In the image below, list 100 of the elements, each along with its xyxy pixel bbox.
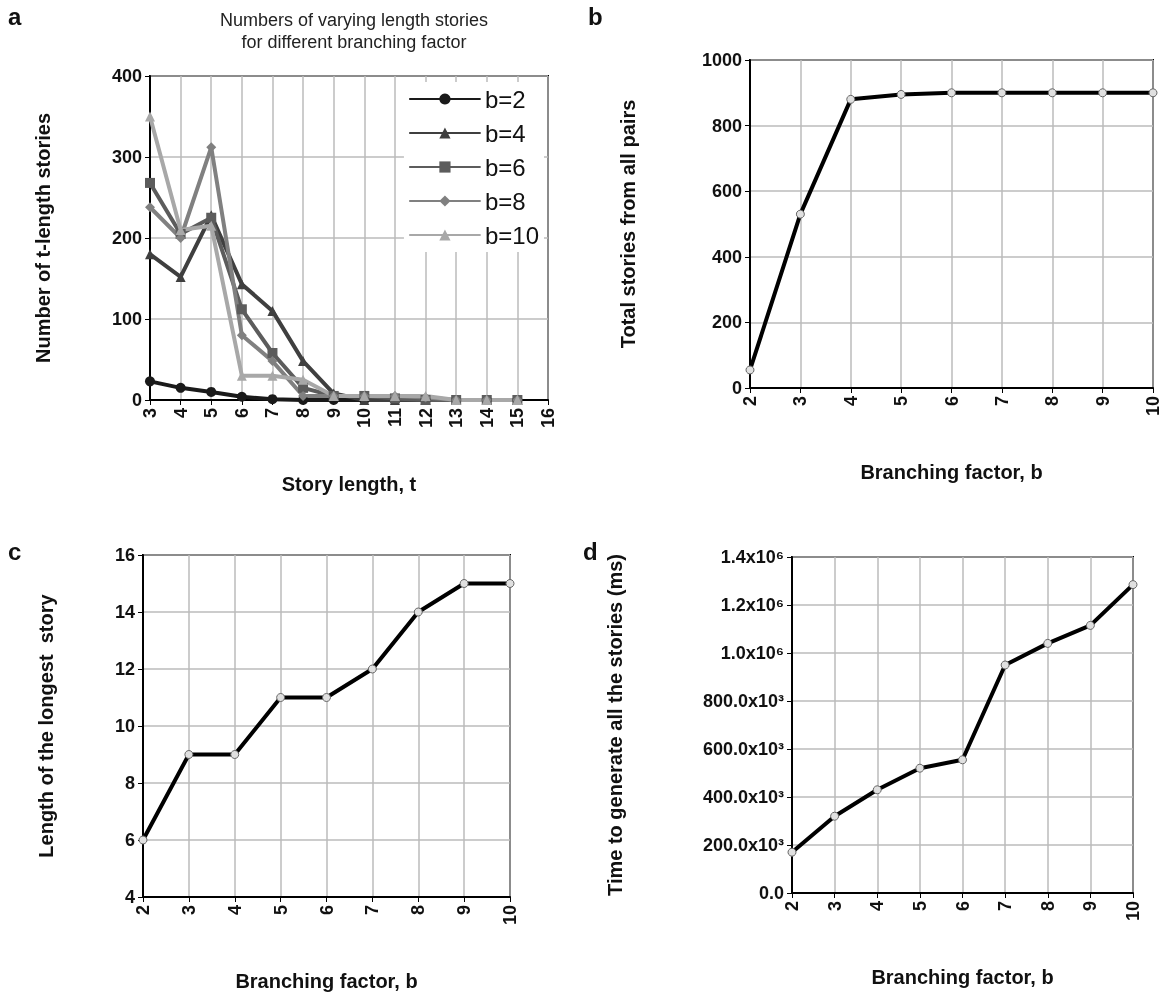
y-tick-label: 100 (111, 309, 142, 329)
y-tick-label: 6 (124, 830, 135, 850)
x-tick-label: 4 (224, 905, 245, 916)
y-tick-label: 1.4x10⁶ (720, 547, 784, 567)
x-tick-label: 4 (867, 901, 888, 912)
x-tick-label: 8 (1037, 901, 1058, 912)
legend-label: b=4 (484, 119, 526, 147)
x-tick-label: 3 (140, 408, 160, 419)
legend-label: b=6 (484, 153, 526, 181)
point (206, 386, 217, 397)
text: d (583, 537, 598, 565)
y-tick-label: 400.0x10³ (702, 787, 784, 807)
x-tick-label: 5 (909, 901, 930, 912)
point (175, 382, 186, 393)
x-tick-label: 9 (1092, 396, 1113, 407)
point (145, 202, 155, 213)
y-tick-label: 12 (114, 659, 135, 679)
x-tick-label: 2 (133, 905, 153, 916)
x-tick-label: 6 (941, 396, 962, 407)
x-tick-label: 2 (782, 901, 802, 912)
text: a (8, 2, 22, 30)
point (236, 330, 247, 341)
y-tick-label: 200.0x10³ (702, 835, 784, 855)
x-tick-label: 12 (415, 408, 436, 429)
y-tick-label: 0 (731, 378, 742, 398)
point (267, 394, 278, 405)
x-tick-label: 3 (178, 905, 199, 916)
y-axis-title: Total stories from all pairs (617, 99, 639, 349)
y-tick-label: 200 (111, 228, 142, 248)
legend-label: b=8 (484, 187, 526, 215)
point (267, 356, 278, 367)
y-tick-label: 8 (124, 773, 135, 793)
y-tick-label: 800.0x10³ (702, 691, 784, 711)
x-axis-title: Branching factor, b (235, 970, 418, 992)
x-tick-label: 10 (1143, 396, 1163, 417)
y-tick-label: 10 (114, 716, 135, 736)
y-tick-label: 0.0 (758, 883, 784, 903)
y-tick-label: 14 (114, 602, 135, 622)
x-axis-title: Branching factor, b (871, 966, 1054, 988)
point (267, 348, 278, 359)
y-tick-label: 1000 (701, 50, 742, 70)
y-axis-title: Length of the longest story (35, 593, 57, 858)
point (145, 249, 155, 260)
point (145, 376, 155, 387)
x-tick-label: 9 (454, 905, 475, 916)
x-tick-label: 9 (323, 408, 344, 419)
y-tick-label: 600.0x10³ (702, 739, 784, 759)
point (145, 111, 155, 122)
point (267, 305, 278, 316)
point (267, 370, 278, 381)
point (175, 271, 186, 282)
point (145, 177, 155, 188)
x-tick-label: 2 (740, 396, 760, 407)
x-tick-label: 5 (201, 408, 222, 419)
y-tick-label: 400 (111, 66, 142, 86)
x-tick-label: 5 (270, 905, 291, 916)
y-tick-label: 16 (114, 545, 135, 565)
y-tick-label: 1.2x10⁶ (720, 595, 784, 615)
y-tick-label: 800 (711, 115, 742, 136)
x-tick-label: 4 (170, 408, 191, 419)
x-tick-label: 3 (824, 901, 845, 912)
x-tick-label: 6 (231, 408, 252, 419)
x-tick-label: 4 (840, 396, 861, 407)
point (236, 304, 247, 315)
x-tick-label: 10 (354, 408, 375, 429)
x-axis-title: Branching factor, b (860, 461, 1043, 483)
x-tick-label: 8 (1042, 396, 1063, 407)
x-tick-label: 11 (384, 408, 405, 428)
x-tick-label: 10 (500, 905, 520, 926)
x-tick-label: 9 (1080, 901, 1101, 912)
x-tick-label: 14 (476, 408, 497, 429)
x-tick-label: 6 (316, 905, 337, 916)
x-tick-label: 8 (293, 408, 314, 419)
y-tick-label: 200 (711, 312, 742, 333)
x-tick-label: 7 (995, 901, 1016, 912)
legend-label: b=10 (484, 221, 539, 249)
y-tick-label: 600 (711, 181, 742, 202)
x-tick-label: 5 (891, 396, 912, 407)
x-tick-label: 13 (446, 408, 467, 429)
chart-title: Numbers of varying length stories for different branching factor (219, 10, 489, 52)
y-axis-title: Time to generate all the stories (ms) (604, 554, 626, 896)
y-axis-title: Number of t-length stories (32, 112, 54, 364)
y-tick-label: 0 (131, 390, 142, 410)
legend-label: b=2 (484, 85, 526, 113)
point (298, 374, 309, 385)
y-tick-label: 1.0x10⁶ (720, 643, 784, 663)
point (206, 220, 217, 231)
x-tick-label: 7 (991, 396, 1012, 407)
text: b (588, 2, 603, 30)
x-tick-label: 7 (262, 408, 283, 419)
x-tick-label: 3 (790, 396, 811, 407)
point (236, 391, 247, 402)
x-tick-label: 15 (507, 408, 528, 429)
y-tick-label: 300 (111, 147, 142, 167)
x-tick-label: 16 (538, 408, 558, 429)
x-tick-label: 8 (408, 905, 429, 916)
x-tick-label: 6 (952, 901, 973, 912)
x-axis-title: Story length, t (281, 473, 417, 495)
x-tick-label: 10 (1123, 901, 1143, 922)
text: c (8, 537, 22, 565)
